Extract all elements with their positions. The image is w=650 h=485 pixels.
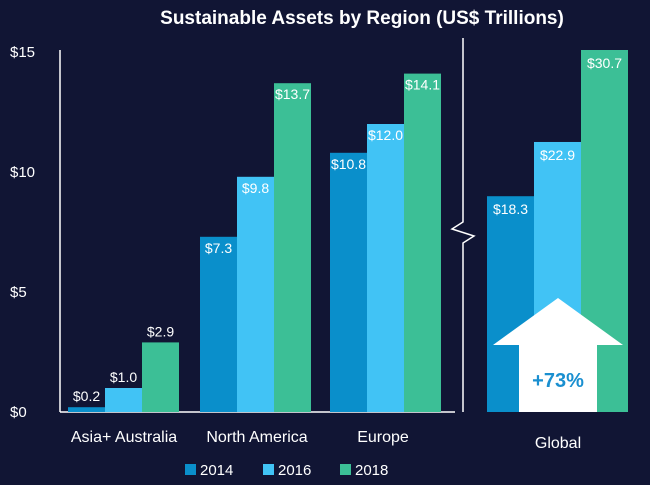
- data-label: $0.2: [73, 388, 100, 404]
- bar: [274, 83, 311, 412]
- global-data-label: $18.3: [493, 201, 528, 217]
- percent-increase-label: +73%: [532, 370, 584, 392]
- global-data-label: $30.7: [587, 55, 622, 71]
- legend-swatch: [263, 464, 274, 475]
- category-label: Asia+ Australia: [71, 429, 177, 446]
- category-label: Europe: [357, 429, 409, 446]
- y-tick-label: $15: [10, 44, 35, 61]
- data-label: $13.7: [275, 86, 310, 102]
- increase-arrow: [493, 298, 623, 412]
- bar: [142, 342, 179, 412]
- y-tick-label: $5: [10, 284, 27, 301]
- data-label: $9.8: [242, 180, 269, 196]
- y-axis-ticks: $0 $5 $10 $15: [10, 44, 35, 421]
- global-data-label: $22.9: [540, 147, 575, 163]
- bars: $0.2 $1.0 $2.9 $7.3 $9.8 $13.7 $10.8$12.0 $14.1…: [68, 50, 628, 413]
- data-label: $2.9: [147, 323, 174, 339]
- category-labels: Asia+ Australia North America Europe Global: [71, 429, 581, 452]
- data-label: $12.0: [368, 127, 403, 143]
- data-label: $14.1: [405, 77, 440, 93]
- legend: 2014 2016 2018: [185, 462, 388, 479]
- data-label: $10.8: [331, 156, 366, 172]
- bar: [367, 124, 404, 412]
- global-category-label: Global: [535, 435, 581, 452]
- legend-label: 2016: [278, 462, 311, 479]
- bar: [105, 388, 142, 412]
- bar: [404, 73, 441, 412]
- legend-swatch: [340, 464, 351, 475]
- bar: [200, 236, 237, 412]
- bar: [68, 407, 105, 412]
- y-tick-label: $0: [10, 404, 27, 421]
- bar: [330, 152, 367, 413]
- data-label: $1.0: [110, 369, 137, 385]
- legend-swatch: [185, 464, 196, 475]
- legend-label: 2018: [355, 462, 388, 479]
- bar: [237, 176, 274, 412]
- category-label: North America: [206, 429, 307, 446]
- legend-label: 2014: [200, 462, 233, 479]
- axis-break-line: [450, 38, 476, 412]
- data-label: $7.3: [205, 240, 232, 256]
- y-tick-label: $10: [10, 164, 35, 181]
- chart-title: Sustainable Assets by Region (US$ Trilli…: [160, 8, 564, 29]
